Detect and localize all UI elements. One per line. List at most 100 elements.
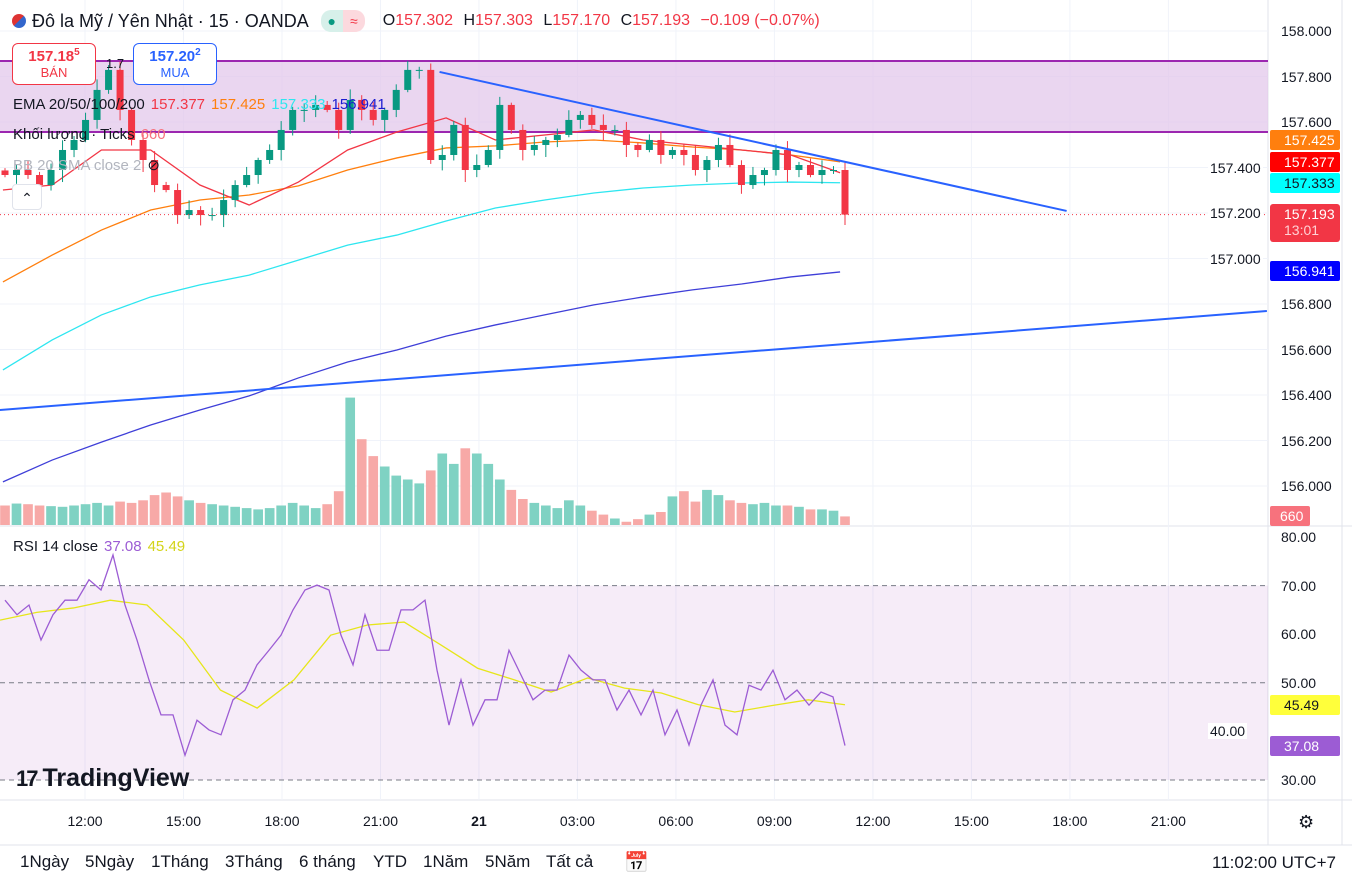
volume-bar xyxy=(34,505,45,525)
rsi-value: 37.08 xyxy=(104,538,142,555)
ema20-price-badge: 157.377 xyxy=(1270,152,1340,172)
candle-body xyxy=(507,104,515,130)
chevron-up-icon: ⌃ xyxy=(21,190,33,206)
candle-body xyxy=(473,164,481,171)
candle-body xyxy=(36,175,44,186)
candle-body xyxy=(162,185,170,191)
volume-bar xyxy=(126,502,137,525)
candle-body xyxy=(266,149,274,160)
rsi-tick: 50.00 xyxy=(1281,674,1317,691)
symbol-title[interactable]: Đô la Mỹ / Yên Nhật · 15 · OANDA xyxy=(32,10,309,31)
volume-bar xyxy=(759,502,770,525)
flag-icon xyxy=(12,14,26,28)
range-button-1ngày[interactable]: 1Ngày xyxy=(20,852,70,871)
volume-legend[interactable]: Khối lượng · Ticks 660 xyxy=(13,126,172,143)
volume-bar xyxy=(276,505,286,525)
candle-body xyxy=(795,164,803,171)
buy-label: MUA xyxy=(160,65,190,80)
calendar-goto-icon[interactable]: 📅 xyxy=(624,852,649,874)
volume-badge: 660 xyxy=(1270,506,1310,526)
price-tick: 156.400 xyxy=(1281,387,1332,403)
high-label: H xyxy=(463,12,476,29)
ema-legend[interactable]: EMA 20/50/100/200 157.377 157.425 157.333 15… xyxy=(13,96,392,113)
time-tick: 09:00 xyxy=(756,813,792,829)
volume-bar xyxy=(517,499,528,525)
low-label: L xyxy=(543,12,553,29)
volume-bar xyxy=(379,466,390,525)
settings-gear-icon[interactable]: ⚙ xyxy=(1298,812,1315,832)
last-price: 157.193 xyxy=(1284,206,1335,222)
candle-body xyxy=(703,159,711,171)
ema-label: EMA 20/50/100/200 xyxy=(13,96,145,113)
ema50-line xyxy=(2,139,841,283)
price-tick: 157.400 xyxy=(1208,159,1263,176)
volume-bar xyxy=(172,496,183,525)
candle-body xyxy=(59,149,67,171)
candle-body xyxy=(1,170,9,176)
market-status[interactable]: ● ≈ xyxy=(320,10,365,32)
sell-label: BÁN xyxy=(40,65,68,80)
volume-bar xyxy=(471,453,482,525)
candle-body xyxy=(208,215,216,217)
range-button-6-tháng[interactable]: 6 tháng xyxy=(299,852,356,871)
candle-body xyxy=(197,210,205,216)
bb-legend[interactable]: BB 20 SMA close 2 ⊘ xyxy=(13,156,166,174)
volume-bar xyxy=(149,495,160,525)
volume-bar xyxy=(230,506,240,525)
candle-body xyxy=(841,170,849,215)
candle-body xyxy=(829,170,837,172)
tradingview-logo[interactable]: 17 TradingView xyxy=(16,764,189,793)
time-tick: 18:00 xyxy=(264,813,300,829)
candle-body xyxy=(588,114,596,125)
volume-bar xyxy=(483,463,494,525)
volume-label: Khối lượng · Ticks xyxy=(13,126,135,143)
ema200-line xyxy=(2,271,841,483)
market-open-dot-icon: ● xyxy=(320,10,343,32)
time-tick: 15:00 xyxy=(953,813,989,829)
eye-off-icon[interactable]: ⊘ xyxy=(147,157,160,174)
price-tick: 156.800 xyxy=(1281,296,1332,312)
range-button-3tháng[interactable]: 3Tháng xyxy=(225,852,283,871)
volume-bar xyxy=(713,495,724,525)
time-tick: 21:00 xyxy=(362,813,398,829)
candle-body xyxy=(576,114,584,120)
volume-bar xyxy=(80,504,91,525)
collapse-legend-button[interactable]: ⌃ xyxy=(12,184,42,210)
candle-body xyxy=(611,129,619,131)
open-value: 157.302 xyxy=(395,12,454,29)
candle-body xyxy=(220,200,228,216)
volume-bar xyxy=(540,505,551,525)
candle-body xyxy=(680,149,688,155)
rsi-ma-value: 45.49 xyxy=(147,538,186,555)
candle-body xyxy=(323,104,331,110)
range-button-ytd[interactable]: YTD xyxy=(373,852,407,871)
range-button-5ngày[interactable]: 5Ngày xyxy=(85,852,135,871)
rsi-legend[interactable]: RSI 14 close 37.08 45.49 xyxy=(13,538,191,555)
range-button-1tháng[interactable]: 1Tháng xyxy=(151,852,209,871)
time-tick: 12:00 xyxy=(67,813,103,829)
price-tick: 157.200 xyxy=(1208,205,1263,221)
range-button-5năm[interactable]: 5Năm xyxy=(485,852,531,871)
candle-body xyxy=(818,170,826,176)
volume-bar xyxy=(310,508,321,525)
volume-bar xyxy=(828,510,839,525)
price-tick: 156.000 xyxy=(1281,478,1332,494)
rsi-tick: 80.00 xyxy=(1281,529,1317,545)
range-button-1năm[interactable]: 1Năm xyxy=(423,852,469,871)
time-tick: 06:00 xyxy=(658,813,694,829)
volume-bar xyxy=(92,502,102,525)
range-button-tất-cả[interactable]: Tất cả xyxy=(546,852,594,871)
time-tick: 18:00 xyxy=(1052,813,1088,829)
sell-button[interactable]: 157.185 BÁN xyxy=(12,43,96,85)
candle-body xyxy=(381,109,389,120)
volume-bar xyxy=(725,500,735,525)
candle-body xyxy=(300,109,308,111)
ema100-price-badge: 157.333 xyxy=(1270,173,1340,193)
candle-body xyxy=(530,144,538,150)
candle-body xyxy=(749,175,757,186)
volume-bar xyxy=(23,504,33,525)
candle-body xyxy=(289,109,297,130)
clock-timezone[interactable]: 11:02:00 UTC+7 xyxy=(1212,853,1336,872)
buy-button[interactable]: 157.202 MUA xyxy=(133,43,217,85)
